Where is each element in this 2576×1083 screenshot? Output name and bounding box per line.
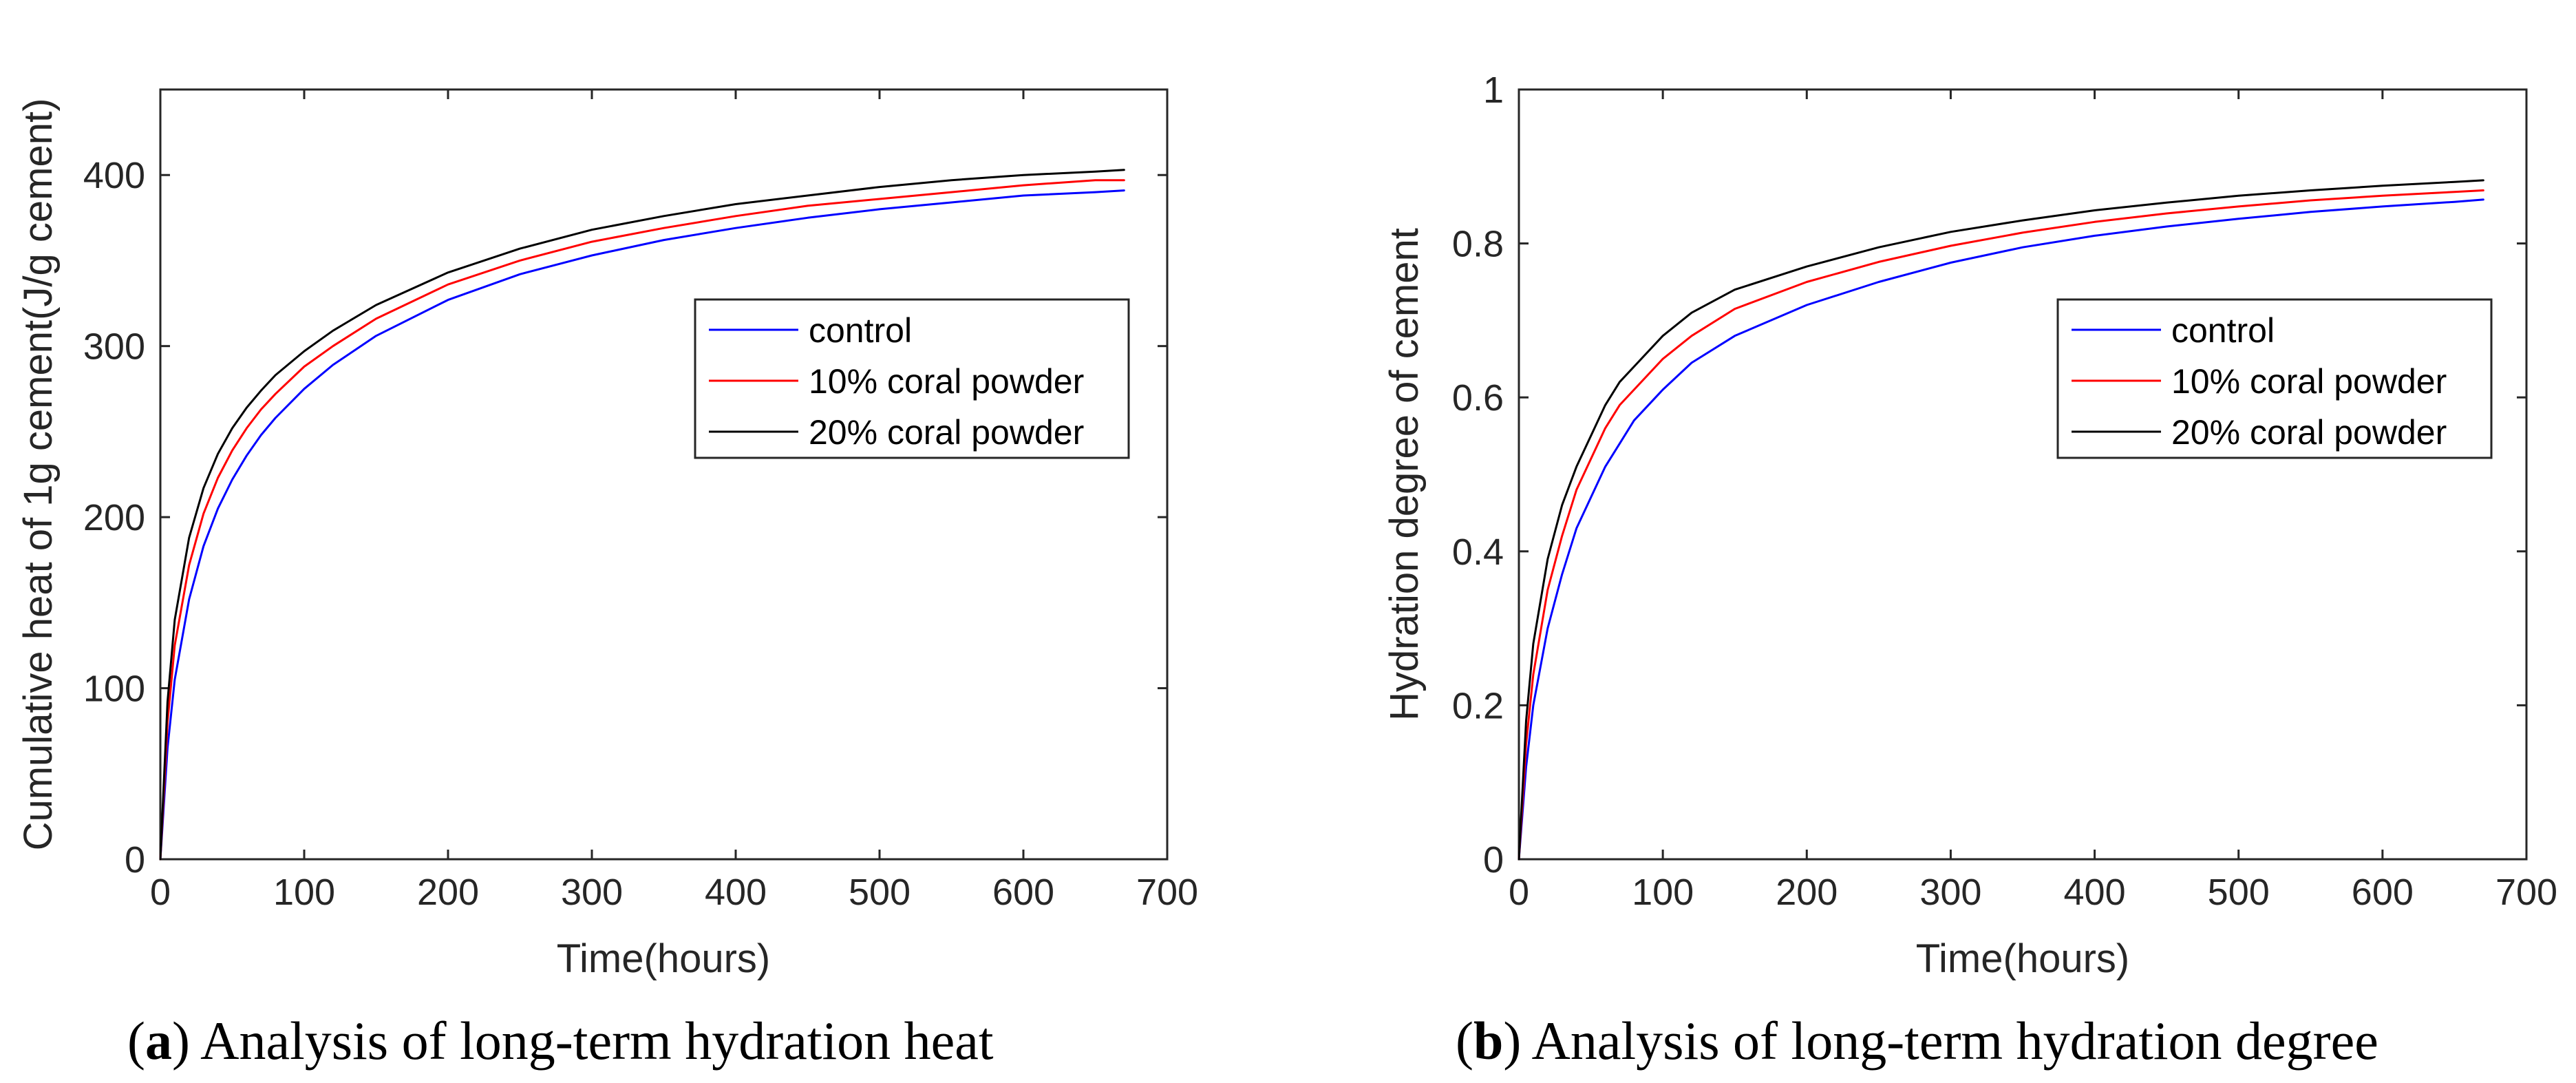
panel-a-ytick-label: 400: [83, 155, 145, 196]
panel-b-caption: (b) Analysis of long-term hydration degr…: [1456, 1011, 2378, 1071]
panel-a-caption: (a) Analysis of long-term hydration heat: [127, 1011, 994, 1071]
panel-a-tick-labels: 0 100 200 300 400 500 600 700 0 100 200 300 400: [83, 155, 1198, 913]
legend-b-control-label: control: [2171, 311, 2275, 350]
panel-a-xtick-label: 500: [849, 872, 911, 913]
panel-b-xtick-label: 400: [2064, 872, 2126, 913]
panel-b-ticks: [1518, 88, 2528, 861]
panel-a-xtick-label: 400: [705, 872, 767, 913]
panel-b-ytick-label: 0.8: [1452, 224, 1504, 265]
panel-a-xtick-label: 700: [1136, 872, 1198, 913]
panel-b-xtick-label: 600: [2352, 872, 2414, 913]
panel-a-plot-area: [159, 88, 1169, 861]
panel-b-xtick-label: 100: [1632, 872, 1694, 913]
panel-a-ytick-label: 300: [83, 326, 145, 368]
panel-b-caption-text: Analysis of long-term hydration degree: [1532, 1011, 2378, 1071]
panel-b-legend: control 10% coral powder 20% coral powde…: [2056, 298, 2493, 459]
panel-a-caption-close-paren: ): [172, 1011, 200, 1071]
panel-a-xtick-label: 0: [150, 872, 171, 913]
legend-a-10pct-label: 10% coral powder: [809, 362, 1084, 401]
panel-b-xtick-label: 0: [1509, 872, 1529, 913]
panel-b-caption-open-paren: (: [1456, 1011, 1473, 1071]
legend-b-10pct-label: 10% coral powder: [2171, 362, 2447, 401]
panel-a-series-control: [159, 189, 1125, 861]
panel-a-xtick-label: 200: [417, 872, 479, 913]
panel-b-series-control: [1518, 198, 2484, 861]
panel-b-xtick-label: 700: [2495, 872, 2557, 913]
legend-a-20pct-label: 20% coral powder: [809, 413, 1084, 452]
panel-a-ylabel: Cumulative heat of 1g cement(J/g cement): [16, 98, 61, 851]
panel-a-xtick-label: 600: [992, 872, 1054, 913]
panel-b-ytick-label: 1: [1483, 70, 1504, 111]
panel-a-ytick-label: 100: [83, 669, 145, 710]
panel-a-legend: control 10% coral powder 20% coral powde…: [694, 298, 1130, 459]
panel-b-series: [1518, 179, 2484, 861]
panel-a-ytick-label: 200: [83, 497, 145, 538]
panel-b-caption-letter: b: [1473, 1011, 1503, 1071]
panel-a-xlabel: Time(hours): [557, 936, 770, 981]
panel-b-ytick-label: 0.4: [1452, 532, 1504, 573]
panel-b-xtick-label: 300: [1919, 872, 1981, 913]
panel-a-series-20pct-coral-powder: [159, 169, 1125, 861]
panel-b-caption-close-paren: ): [1503, 1011, 1531, 1071]
panel-a-caption-letter: a: [145, 1011, 172, 1071]
panel-b-xtick-label: 200: [1776, 872, 1838, 913]
panel-b-ytick-label: 0: [1483, 839, 1504, 881]
panel-a-ytick-label: 0: [125, 839, 145, 881]
panel-b-series-20pct-coral-powder: [1518, 179, 2484, 861]
panel-a-series: [159, 169, 1125, 861]
panel-a-series-10pct-coral-powder: [159, 179, 1125, 861]
panel-a-xtick-label: 300: [561, 872, 623, 913]
panel-b-xtick-label: 500: [2208, 872, 2270, 913]
panel-b-ylabel: Hydration degree of cement: [1382, 228, 1427, 721]
legend-b-20pct-label: 20% coral powder: [2171, 413, 2447, 452]
panel-a-caption-text: Analysis of long-term hydration heat: [200, 1011, 994, 1071]
panel-a-ticks: [159, 90, 1169, 861]
legend-a-control-label: control: [809, 311, 912, 350]
panel-b-ytick-label: 0.2: [1452, 685, 1504, 726]
panel-b-series-10pct-coral-powder: [1518, 189, 2484, 861]
panel-a: 0 100 200 300 400 500 600 700 0 100 200 300 400 Time…: [16, 88, 1198, 1071]
panel-b: 0 100 200 300 400 500 600 700 0 0.2 0.4 0.6 0.8 1 Tim…: [1382, 70, 2557, 1071]
panel-a-caption-open-paren: (: [127, 1011, 145, 1071]
panel-b-xlabel: Time(hours): [1916, 936, 2129, 981]
panel-a-xtick-label: 100: [273, 872, 335, 913]
panel-b-plot-area: [1518, 88, 2528, 861]
panel-b-tick-labels: 0 100 200 300 400 500 600 700 0 0.2 0.4 0.6 0.8 1: [1452, 70, 2557, 913]
panel-b-ytick-label: 0.6: [1452, 377, 1504, 419]
